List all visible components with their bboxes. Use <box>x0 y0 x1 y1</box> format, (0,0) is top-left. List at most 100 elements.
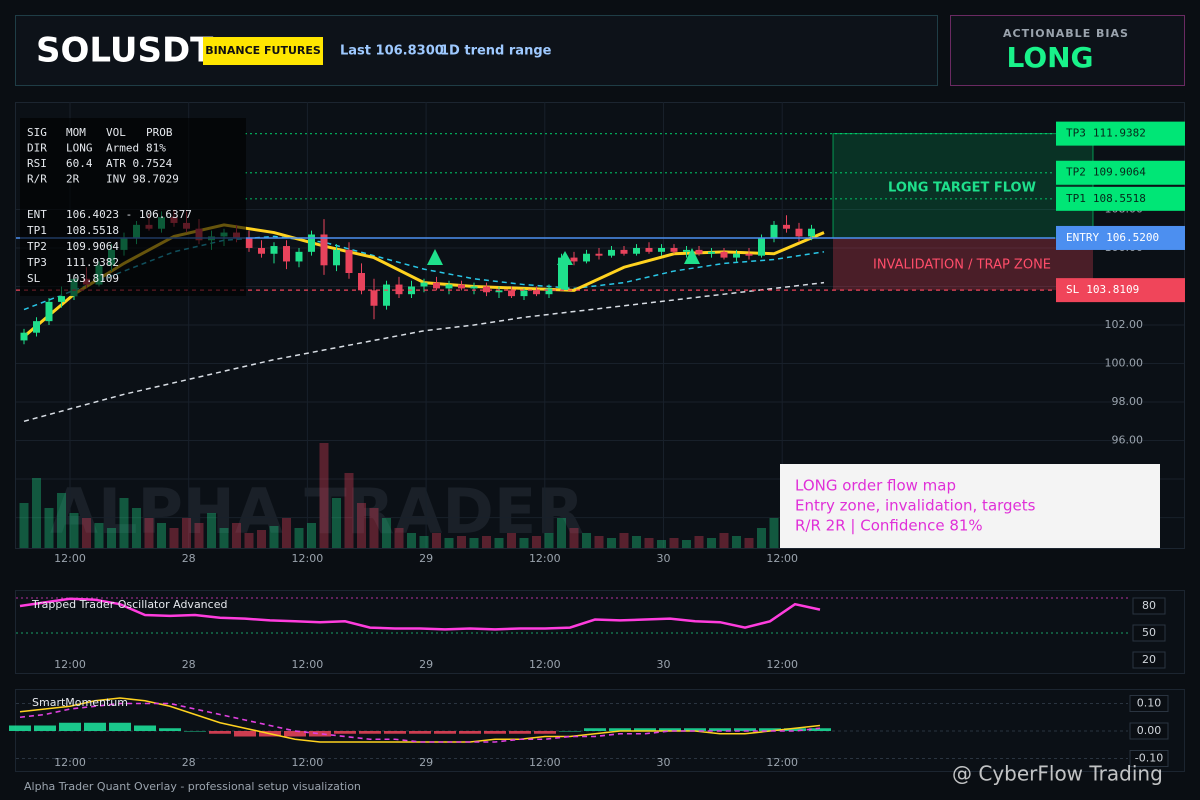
volume-bar <box>444 538 454 548</box>
candle-body <box>733 253 740 258</box>
x-tick-label: 12:00 <box>54 658 86 671</box>
momentum-bar <box>759 728 781 731</box>
candle-body <box>258 247 265 254</box>
level-tag <box>1056 186 1185 211</box>
candle-body <box>308 234 315 252</box>
candle-body <box>658 247 665 252</box>
info-line: R/R 2R | Confidence 81% <box>795 517 983 535</box>
volume-bar <box>57 493 66 548</box>
volume-bar <box>457 536 466 548</box>
volume-bar <box>557 518 566 548</box>
volume-bar <box>119 498 129 548</box>
volume-bar <box>757 528 766 548</box>
volume-bar <box>507 533 516 548</box>
volume-bar <box>769 518 779 548</box>
level-value: 108.5518 <box>1093 192 1146 205</box>
y-tick-label: 96.00 <box>1112 434 1144 447</box>
stats-cell: ATR 0.7524 <box>106 157 173 170</box>
y-tick-box <box>1132 597 1166 615</box>
momentum-bar <box>559 731 581 732</box>
x-tick-label: 30 <box>657 658 671 671</box>
momentum-bar <box>184 731 206 732</box>
momentum-bar <box>109 722 131 731</box>
y-tick-box <box>1129 722 1169 740</box>
volume-bar <box>82 518 91 548</box>
volume-bar <box>94 523 104 548</box>
volume-bar <box>469 538 479 548</box>
footer: Alpha Trader Quant Overlay - professiona… <box>24 780 361 793</box>
volume-bar <box>32 478 41 548</box>
level-name: TP1 <box>1066 192 1086 205</box>
momentum-bar <box>609 728 631 731</box>
momentum-bar <box>684 728 706 731</box>
stats-level: 109.9064 <box>66 240 119 253</box>
volume-bar <box>219 528 229 548</box>
oscillator-panel <box>15 590 1185 674</box>
bias-value: LONG <box>1006 41 1093 74</box>
volume-bar <box>257 530 266 548</box>
volume-bar <box>19 503 29 548</box>
volume-bar <box>394 528 404 548</box>
stats: SIG MOM VOL PROB DIR LONG Armed 81% RSI 60.4 ATR 0… <box>27 126 192 285</box>
exchange: BINANCE FUTURES <box>205 44 321 57</box>
x-tick-label: 12:00 <box>529 658 561 671</box>
x-tick-label: 30 <box>657 756 671 769</box>
volume-bar <box>719 533 729 548</box>
momentum-bar <box>159 728 181 731</box>
volume-bar <box>157 523 166 548</box>
y-tick-label: 102.00 <box>1105 318 1144 331</box>
y-tick-box <box>1129 750 1169 767</box>
candle-body <box>608 249 615 256</box>
candle-body <box>745 253 753 256</box>
level-value: 111.9382 <box>1093 127 1146 140</box>
stats-cell: 60.4 <box>66 157 93 170</box>
momentum-bar <box>84 722 106 731</box>
volume-bar <box>544 533 554 548</box>
x-tick-label: 29 <box>419 756 433 769</box>
x-tick-label: 12:00 <box>292 756 324 769</box>
info-text: LONG order flow map Entry zone, invalidat… <box>795 477 1036 535</box>
y-tick-box <box>1132 651 1166 669</box>
stats-level: TP3 <box>27 256 47 269</box>
y-tick-label: 0.00 <box>1137 724 1162 737</box>
candle-body <box>770 224 778 239</box>
candle-body <box>695 249 703 254</box>
candle-body <box>358 273 365 291</box>
stats-level: ENT <box>27 208 47 221</box>
volume-bar <box>319 443 329 548</box>
stats-cell: DIR <box>27 142 47 155</box>
volume-bar <box>657 540 666 548</box>
volume-bar <box>494 538 504 548</box>
candle-body <box>470 286 478 289</box>
y-tick-label: 80 <box>1142 599 1156 612</box>
stats-cell: INV 98.7029 <box>106 173 179 186</box>
candle-body <box>620 249 628 254</box>
candle-body <box>58 296 65 302</box>
stats-cell: MOM <box>66 126 86 139</box>
signal-arrow <box>427 249 443 265</box>
volume-bar <box>207 513 216 548</box>
stats-cell: PROB <box>146 126 173 139</box>
watermark: ALPHA TRADER <box>50 475 584 548</box>
candle-body <box>420 282 428 287</box>
momentum-bar <box>209 731 231 734</box>
stats-cell: RSI <box>27 157 47 170</box>
candle-body <box>20 332 28 341</box>
momentum-bar <box>384 731 406 734</box>
volume-bar <box>482 536 491 548</box>
candle-body <box>720 251 728 258</box>
candle-body <box>370 290 378 306</box>
chart-layer: 92.0094.0096.0098.00100.00102.00104.0010… <box>9 102 1185 769</box>
level-tag <box>1056 160 1185 185</box>
momentum-bar <box>459 731 481 734</box>
candle-body <box>270 246 278 254</box>
momentum-bar <box>34 725 56 731</box>
level-name: TP2 <box>1066 166 1086 179</box>
volume-bar <box>632 536 641 548</box>
momentum-bar <box>534 731 556 734</box>
volume-bar <box>107 528 116 548</box>
level-value: 106.5200 <box>1106 231 1159 244</box>
level-tag-text: TP3 111.9382 <box>1066 127 1146 140</box>
momentum-bar <box>784 728 806 731</box>
